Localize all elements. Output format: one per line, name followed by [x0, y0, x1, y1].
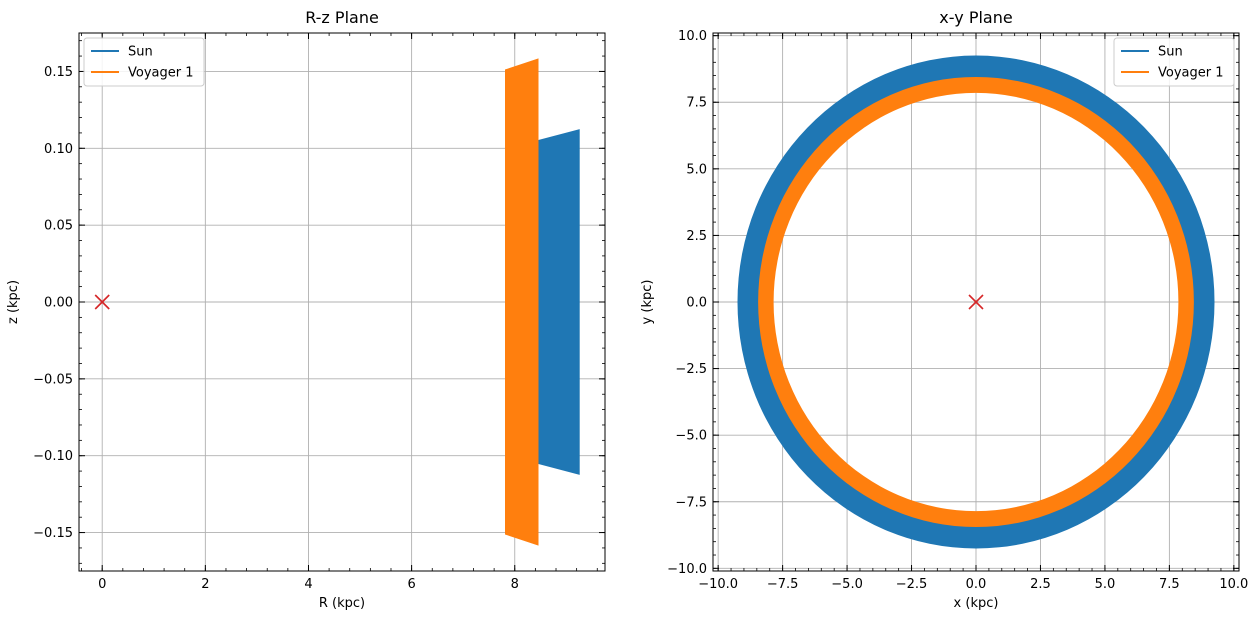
plot-area	[737, 55, 1215, 549]
x-tick-label: 4	[304, 577, 312, 592]
y-tick-label: −0.15	[33, 526, 73, 541]
ticks: 0 2 4 6 8 −0.15 −0.10 −0.05 0.00 0.05 0.10 0.15	[33, 33, 605, 592]
x-tick-label: 2.5	[1030, 577, 1051, 592]
y-tick-label: −5.0	[675, 429, 707, 444]
legend-label: Voyager 1	[128, 66, 194, 81]
y-tick-label: 0.05	[44, 219, 73, 234]
series-0-band	[537, 129, 580, 475]
y-tick-label: 5.0	[686, 162, 707, 177]
marker-stroke	[94, 294, 110, 310]
x-tick-label: −7.5	[767, 577, 799, 592]
y-tick-label: 0.15	[44, 65, 73, 80]
y-tick-label: −0.05	[33, 372, 73, 387]
x-tick-label: −2.5	[896, 577, 928, 592]
y-tick-label: −0.10	[33, 449, 73, 464]
y-tick-label: 7.5	[686, 96, 707, 111]
xy-plane-panel: −10.0 −7.5 −5.0 −2.5 0.0 2.5 5.0 7.5 10.0 −10.0 −7…	[640, 8, 1248, 611]
x-tick-label: −5.0	[831, 577, 863, 592]
chart-title: R-z Plane	[305, 8, 379, 27]
x-tick-label: 5.0	[1095, 577, 1116, 592]
x-tick-label: 10.0	[1219, 577, 1248, 592]
y-tick-label: −7.5	[675, 495, 707, 510]
y-tick-label: 0.00	[44, 296, 73, 311]
x-axis-label: x (kpc)	[954, 596, 999, 611]
chart-title: x-y Plane	[939, 8, 1012, 27]
x-tick-label: 2	[201, 577, 209, 592]
x-tick-label: 6	[407, 577, 415, 592]
y-tick-label: 0.10	[44, 142, 73, 157]
legend-label: Sun	[128, 45, 153, 60]
x-tick-label: 8	[511, 577, 519, 592]
plot-area	[94, 58, 580, 546]
x-tick-label: 0	[98, 577, 106, 592]
y-tick-label: −2.5	[675, 362, 707, 377]
legend-label: Sun	[1158, 45, 1183, 60]
y-tick-label: 0.0	[686, 296, 707, 311]
origin-marker	[968, 294, 984, 310]
legend-label: Voyager 1	[1158, 66, 1224, 81]
y-tick-label: 2.5	[686, 229, 707, 244]
y-tick-label: 10.0	[678, 29, 707, 44]
ticks: −10.0 −7.5 −5.0 −2.5 0.0 2.5 5.0 7.5 10.0 −10.0 −7…	[667, 29, 1248, 592]
legend: Sun Voyager 1	[83, 37, 205, 87]
x-tick-label: −10.0	[698, 577, 738, 592]
rz-plane-panel: 0 2 4 6 8 −0.15 −0.10 −0.05 0.00 0.05 0.10 0.15 R-z …	[6, 8, 606, 611]
legend: Sun Voyager 1	[1113, 37, 1235, 87]
marker-stroke	[968, 294, 984, 310]
series-1-band	[505, 58, 539, 546]
x-axis-label: R (kpc)	[319, 596, 365, 611]
x-tick-label: 7.5	[1159, 577, 1180, 592]
y-tick-label: −10.0	[667, 562, 707, 577]
x-tick-label: 0.0	[966, 577, 987, 592]
origin-marker	[94, 294, 110, 310]
y-axis-label: y (kpc)	[640, 280, 655, 325]
y-axis-label: z (kpc)	[6, 280, 21, 324]
